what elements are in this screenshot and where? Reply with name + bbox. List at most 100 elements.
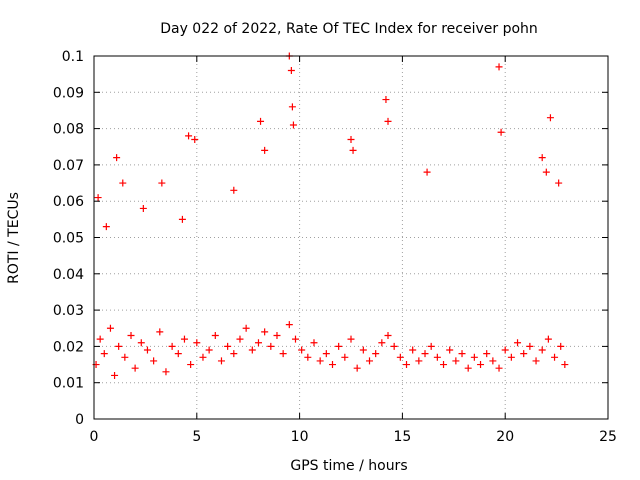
data-point bbox=[322, 350, 330, 358]
data-point bbox=[261, 146, 269, 154]
data-point bbox=[372, 350, 380, 358]
data-point bbox=[409, 346, 417, 354]
data-point bbox=[158, 179, 166, 187]
tick-labels: 0 5 10 15 20 25 0 0.01 0.02 0.03 0.04 0.05 0.06 0.07 0… bbox=[53, 49, 617, 445]
data-point bbox=[495, 63, 503, 71]
data-point bbox=[273, 332, 281, 340]
data-point bbox=[421, 350, 429, 358]
data-point bbox=[193, 339, 201, 347]
data-point bbox=[96, 335, 104, 343]
axes bbox=[93, 55, 609, 420]
data-point bbox=[121, 353, 129, 361]
data-point bbox=[288, 103, 296, 111]
data-point bbox=[390, 342, 398, 350]
data-point bbox=[199, 353, 207, 361]
data-point bbox=[291, 335, 299, 343]
data-point bbox=[483, 350, 491, 358]
data-point bbox=[495, 364, 503, 372]
data-point bbox=[150, 357, 158, 365]
data-point bbox=[396, 353, 404, 361]
x-tick-label: 10 bbox=[291, 429, 309, 445]
data-point bbox=[427, 342, 435, 350]
data-point bbox=[403, 361, 411, 369]
data-point bbox=[162, 368, 170, 376]
y-tick-label: 0.03 bbox=[53, 303, 84, 319]
data-point bbox=[289, 121, 297, 129]
data-point bbox=[139, 204, 147, 212]
data-point bbox=[382, 96, 390, 104]
data-point bbox=[102, 223, 110, 231]
data-point bbox=[127, 332, 135, 340]
data-point bbox=[532, 357, 540, 365]
data-point bbox=[353, 364, 361, 372]
data-point bbox=[106, 324, 114, 332]
data-point bbox=[236, 335, 244, 343]
y-tick-label: 0.09 bbox=[53, 85, 84, 101]
data-point bbox=[520, 350, 528, 358]
data-point bbox=[542, 168, 550, 176]
data-point bbox=[464, 364, 472, 372]
data-point bbox=[115, 342, 123, 350]
data-point bbox=[224, 342, 232, 350]
data-point bbox=[131, 364, 139, 372]
data-point bbox=[349, 146, 357, 154]
data-point bbox=[501, 346, 509, 354]
data-point bbox=[180, 335, 188, 343]
data-point bbox=[384, 117, 392, 125]
data-point bbox=[507, 353, 515, 361]
data-point bbox=[433, 353, 441, 361]
data-point bbox=[328, 361, 336, 369]
data-point bbox=[298, 346, 306, 354]
data-point bbox=[470, 353, 478, 361]
data-point bbox=[248, 346, 256, 354]
data-point bbox=[285, 321, 293, 329]
data-point bbox=[561, 361, 569, 369]
data-point bbox=[261, 328, 269, 336]
data-point bbox=[477, 361, 485, 369]
data-point bbox=[557, 342, 565, 350]
data-point bbox=[538, 154, 546, 162]
data-point bbox=[347, 335, 355, 343]
y-tick-label: 0.02 bbox=[53, 339, 84, 355]
y-tick-label: 0.07 bbox=[53, 158, 84, 174]
x-tick-label: 5 bbox=[192, 429, 201, 445]
plot-frame bbox=[93, 55, 609, 420]
data-point bbox=[489, 357, 497, 365]
data-point bbox=[347, 135, 355, 143]
x-axis-label: GPS time / hours bbox=[290, 458, 407, 474]
data-point bbox=[446, 346, 454, 354]
data-point bbox=[310, 339, 318, 347]
y-tick-label: 0.08 bbox=[53, 122, 84, 138]
data-point bbox=[279, 350, 287, 358]
data-point bbox=[440, 361, 448, 369]
data-point bbox=[174, 350, 182, 358]
data-point bbox=[359, 346, 367, 354]
data-point bbox=[143, 346, 151, 354]
data-point bbox=[254, 339, 262, 347]
data-point bbox=[168, 342, 176, 350]
data-point bbox=[546, 114, 554, 122]
data-point bbox=[555, 179, 563, 187]
data-point bbox=[452, 357, 460, 365]
data-point bbox=[137, 339, 145, 347]
y-tick-label: 0.05 bbox=[53, 231, 84, 247]
y-tick-label: 0.06 bbox=[53, 194, 84, 210]
data-point bbox=[257, 117, 265, 125]
y-tick-label: 0 bbox=[75, 412, 84, 428]
data-point bbox=[544, 335, 552, 343]
data-point bbox=[242, 324, 250, 332]
x-tick-label: 0 bbox=[90, 429, 99, 445]
data-points bbox=[92, 52, 569, 379]
data-point bbox=[378, 339, 386, 347]
data-point bbox=[287, 67, 295, 75]
data-point bbox=[217, 357, 225, 365]
data-point bbox=[316, 357, 324, 365]
y-axis-label: ROTI / TECUs bbox=[6, 192, 22, 284]
data-point bbox=[526, 342, 534, 350]
data-point bbox=[230, 186, 238, 194]
data-point bbox=[178, 215, 186, 223]
chart-title: Day 022 of 2022, Rate Of TEC Index for r… bbox=[160, 21, 538, 37]
grid bbox=[94, 56, 608, 419]
data-point bbox=[230, 350, 238, 358]
